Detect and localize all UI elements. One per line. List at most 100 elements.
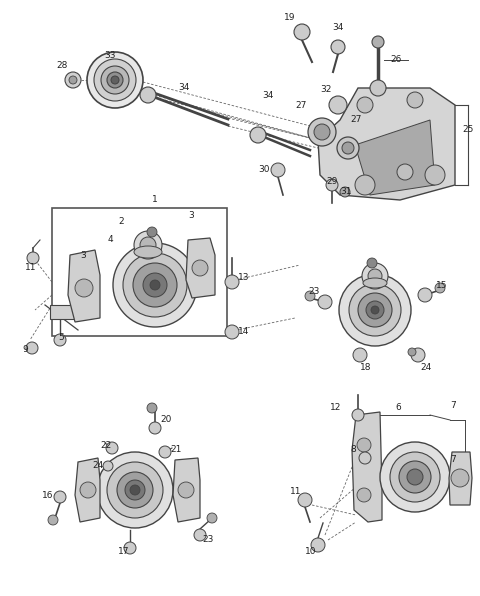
Text: 20: 20 bbox=[160, 415, 171, 424]
Ellipse shape bbox=[363, 278, 387, 288]
Circle shape bbox=[331, 40, 345, 54]
Text: 34: 34 bbox=[262, 91, 274, 100]
Circle shape bbox=[314, 124, 330, 140]
Text: 34: 34 bbox=[332, 23, 343, 33]
Circle shape bbox=[207, 513, 217, 523]
Circle shape bbox=[326, 179, 338, 191]
Text: 2: 2 bbox=[118, 218, 124, 226]
Text: 21: 21 bbox=[170, 445, 181, 455]
Text: 22: 22 bbox=[100, 440, 111, 449]
Text: 32: 32 bbox=[320, 85, 331, 95]
Polygon shape bbox=[355, 120, 435, 195]
Text: 13: 13 bbox=[238, 274, 250, 283]
Circle shape bbox=[134, 231, 162, 259]
Circle shape bbox=[380, 442, 450, 512]
Circle shape bbox=[143, 273, 167, 297]
Circle shape bbox=[140, 237, 156, 253]
Circle shape bbox=[113, 243, 197, 327]
Circle shape bbox=[75, 279, 93, 297]
Circle shape bbox=[370, 80, 386, 96]
Circle shape bbox=[80, 482, 96, 498]
Text: 7: 7 bbox=[450, 401, 456, 409]
Polygon shape bbox=[449, 452, 472, 505]
Circle shape bbox=[101, 66, 129, 94]
Circle shape bbox=[140, 87, 156, 103]
Circle shape bbox=[48, 515, 58, 525]
Text: 23: 23 bbox=[308, 287, 319, 296]
Circle shape bbox=[340, 187, 350, 197]
Polygon shape bbox=[318, 88, 455, 200]
Circle shape bbox=[178, 482, 194, 498]
Circle shape bbox=[352, 409, 364, 421]
Text: 34: 34 bbox=[178, 83, 190, 92]
Circle shape bbox=[308, 118, 336, 146]
Text: 25: 25 bbox=[462, 126, 473, 135]
Circle shape bbox=[411, 348, 425, 362]
Text: 12: 12 bbox=[330, 403, 341, 412]
Text: 6: 6 bbox=[395, 403, 401, 412]
Circle shape bbox=[355, 175, 375, 195]
Circle shape bbox=[111, 76, 119, 84]
Circle shape bbox=[130, 485, 140, 495]
Polygon shape bbox=[75, 458, 100, 522]
Circle shape bbox=[357, 438, 371, 452]
Text: 23: 23 bbox=[202, 535, 214, 545]
Text: 19: 19 bbox=[284, 14, 296, 23]
Circle shape bbox=[408, 348, 416, 356]
Text: 8: 8 bbox=[350, 445, 356, 455]
Circle shape bbox=[318, 295, 332, 309]
Circle shape bbox=[106, 442, 118, 454]
Text: 24: 24 bbox=[92, 461, 103, 470]
Circle shape bbox=[357, 97, 373, 113]
Circle shape bbox=[150, 280, 160, 290]
Circle shape bbox=[362, 263, 388, 289]
Polygon shape bbox=[186, 238, 215, 298]
Circle shape bbox=[397, 164, 413, 180]
Circle shape bbox=[359, 452, 371, 464]
Circle shape bbox=[94, 59, 136, 101]
Circle shape bbox=[342, 142, 354, 154]
Circle shape bbox=[133, 263, 177, 307]
Circle shape bbox=[451, 469, 469, 487]
Circle shape bbox=[123, 253, 187, 317]
Circle shape bbox=[149, 422, 161, 434]
Circle shape bbox=[399, 461, 431, 493]
Text: 3: 3 bbox=[188, 210, 194, 219]
Text: 30: 30 bbox=[258, 166, 269, 175]
Circle shape bbox=[435, 283, 445, 293]
Text: 26: 26 bbox=[390, 55, 401, 64]
Text: 16: 16 bbox=[42, 491, 53, 499]
Circle shape bbox=[366, 301, 384, 319]
Circle shape bbox=[337, 137, 359, 159]
Circle shape bbox=[27, 252, 39, 264]
Circle shape bbox=[124, 542, 136, 554]
Circle shape bbox=[54, 334, 66, 346]
Text: 1: 1 bbox=[152, 195, 158, 204]
Circle shape bbox=[372, 36, 384, 48]
Text: 4: 4 bbox=[108, 235, 114, 244]
Text: 28: 28 bbox=[56, 61, 68, 70]
Text: 11: 11 bbox=[25, 263, 36, 272]
Circle shape bbox=[147, 403, 157, 413]
Text: 5: 5 bbox=[58, 334, 64, 343]
Circle shape bbox=[371, 306, 379, 314]
Circle shape bbox=[65, 72, 81, 88]
Circle shape bbox=[69, 76, 77, 84]
Circle shape bbox=[125, 480, 145, 500]
Circle shape bbox=[305, 291, 315, 301]
Text: 3: 3 bbox=[80, 250, 86, 259]
Circle shape bbox=[103, 461, 113, 471]
Circle shape bbox=[407, 92, 423, 108]
Circle shape bbox=[311, 538, 325, 552]
Text: 9: 9 bbox=[22, 346, 28, 355]
Text: 7: 7 bbox=[450, 455, 456, 464]
Text: 14: 14 bbox=[238, 327, 250, 337]
Text: 24: 24 bbox=[420, 364, 431, 372]
Circle shape bbox=[225, 275, 239, 289]
Circle shape bbox=[294, 24, 310, 40]
Text: 33: 33 bbox=[104, 51, 116, 60]
Circle shape bbox=[349, 284, 401, 336]
Text: 27: 27 bbox=[295, 101, 306, 110]
Circle shape bbox=[117, 472, 153, 508]
Circle shape bbox=[159, 446, 171, 458]
